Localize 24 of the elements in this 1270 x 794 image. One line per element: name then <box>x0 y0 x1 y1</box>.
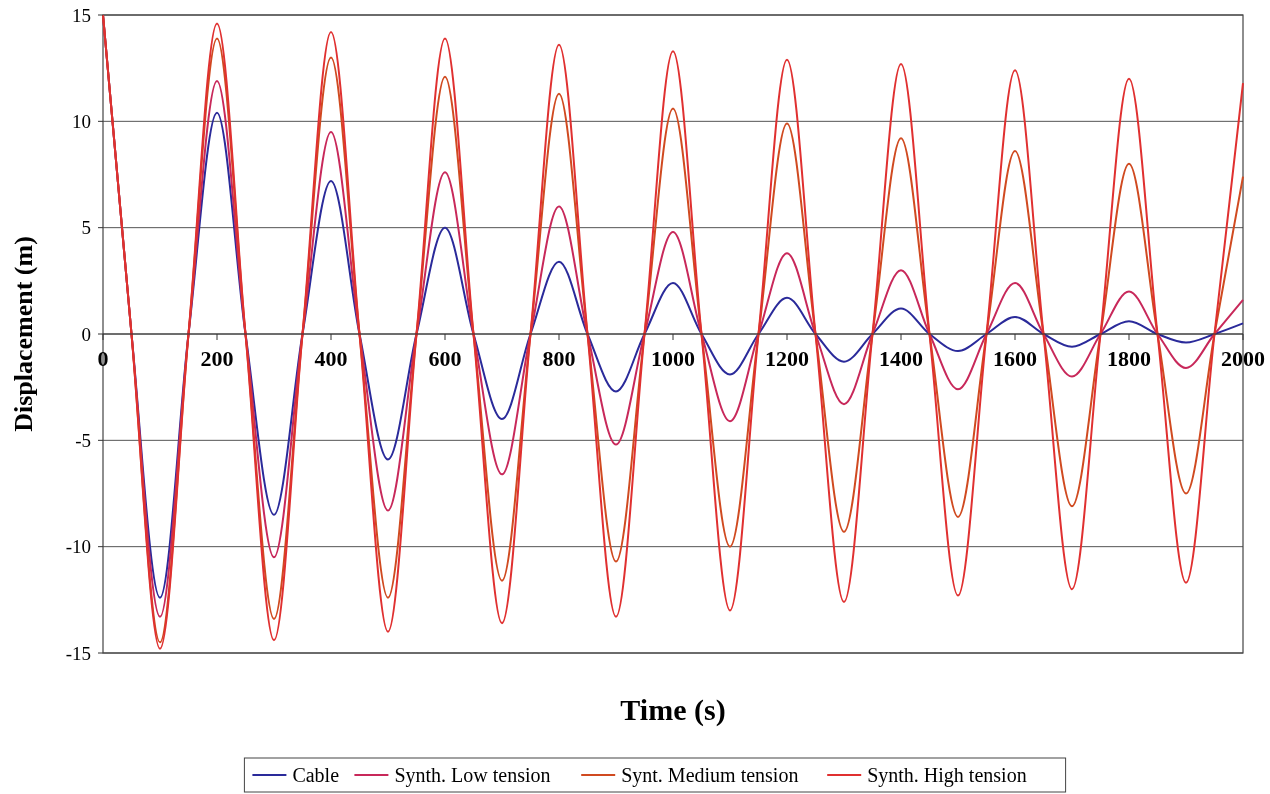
y-tick-label: 15 <box>72 4 91 26</box>
legend-label: Synth. Low tension <box>394 764 551 787</box>
x-tick-label: 1600 <box>993 346 1037 371</box>
y-tick-label: 10 <box>72 110 91 132</box>
y-axis-title: Displacement (m) <box>9 236 38 432</box>
x-axis-title: Time (s) <box>620 693 726 727</box>
y-tick-label: 5 <box>81 217 91 239</box>
y-tick-label: -5 <box>75 429 91 451</box>
x-tick-label: 1200 <box>765 346 809 371</box>
x-tick-label: 600 <box>428 346 462 371</box>
x-tick-label: 2000 <box>1221 346 1265 371</box>
y-tick-label: -15 <box>65 642 91 664</box>
legend-label: Cable <box>292 764 340 786</box>
x-tick-label: 1400 <box>879 346 923 371</box>
y-tick-label: -10 <box>65 536 91 558</box>
x-tick-label: 200 <box>200 346 234 371</box>
legend-label: Synth. High tension <box>867 764 1027 787</box>
legend-label: Synt. Medium tension <box>621 764 799 787</box>
y-tick-label: 0 <box>81 323 91 345</box>
x-tick-label: 800 <box>542 346 576 371</box>
x-tick-label: 400 <box>314 346 348 371</box>
x-tick-label: 1800 <box>1107 346 1151 371</box>
x-tick-label: 1000 <box>651 346 695 371</box>
x-tick-label: 0 <box>97 346 109 371</box>
